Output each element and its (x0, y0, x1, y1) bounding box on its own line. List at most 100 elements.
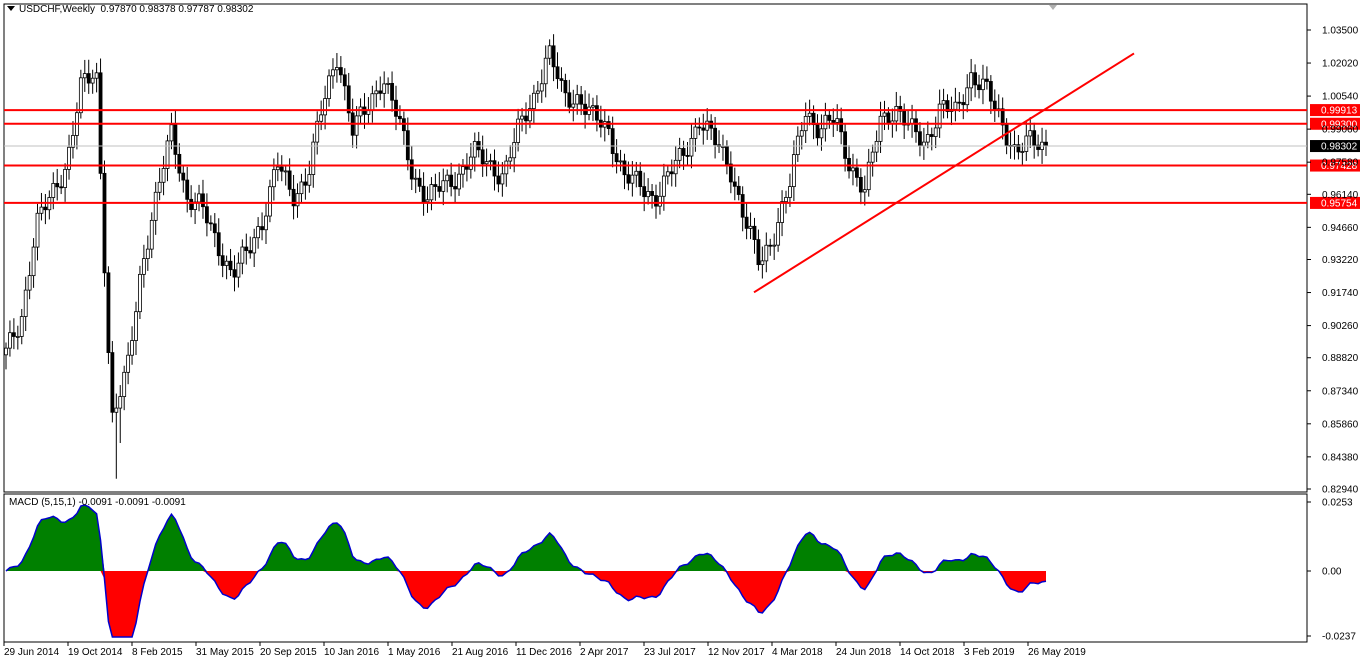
price-axis: 1.03500 1.02020 1.00540 0.99060 0.97580 0.961… (1307, 26, 1359, 496)
candle-body (831, 120, 836, 123)
support-trendline[interactable] (753, 52, 1135, 294)
candle-body (1028, 130, 1033, 137)
price-tick-label: 0.90260 (1322, 321, 1359, 332)
candle-body (260, 226, 264, 231)
candle-body (839, 118, 844, 133)
candle-body (579, 94, 584, 105)
candle-body (141, 258, 146, 275)
price-tick-label: 0.96140 (1322, 190, 1359, 201)
trendline-group (753, 52, 1135, 294)
chart-header: USDCHF,Weekly 0.97870 0.98378 0.97787 0.… (7, 4, 253, 15)
candle-body (780, 201, 784, 223)
candle-body (902, 110, 907, 126)
candle-body (669, 171, 674, 175)
candle-body (161, 168, 166, 183)
candle-body (271, 169, 276, 188)
candle-body (937, 103, 942, 129)
candle-body (232, 269, 237, 278)
candle-body (299, 181, 304, 195)
price-panel[interactable] (3, 3, 1308, 493)
candle-body (985, 78, 989, 82)
price-tick-label: 0.85860 (1322, 419, 1359, 430)
candle-body (67, 146, 71, 170)
candle-body (122, 371, 127, 397)
candle-body (480, 149, 485, 165)
candle-body (441, 180, 446, 192)
candle-body (86, 73, 91, 84)
candle-body (799, 130, 804, 137)
candle-body (665, 171, 670, 177)
price-tick-label: 0.82940 (1322, 485, 1359, 496)
candle-body (740, 194, 745, 218)
price-tick-label: 0.87340 (1322, 386, 1359, 397)
macd-panel[interactable] (3, 493, 1308, 643)
candle-body (275, 166, 280, 171)
candle-body (134, 311, 138, 341)
candle-body (630, 174, 635, 184)
chart-shift-marker-icon[interactable] (1049, 5, 1057, 10)
price-tick-label: 0.88820 (1322, 353, 1359, 364)
candle-body (551, 45, 556, 68)
candle-body (35, 212, 40, 248)
candle-body (650, 191, 654, 196)
candle-body (130, 340, 134, 356)
level-price-badge (1310, 117, 1360, 130)
candle-body (457, 173, 461, 190)
candle-body (677, 148, 682, 161)
candle-body (728, 163, 733, 183)
candle-body (626, 174, 631, 184)
candle-body (772, 244, 777, 247)
candle-body (725, 146, 729, 165)
candle-body (378, 90, 383, 94)
candle-body (760, 260, 765, 266)
candle-body (15, 336, 20, 338)
candle-body (697, 126, 702, 129)
candle-body (4, 347, 8, 356)
candle-body (437, 186, 442, 192)
candle-body (795, 135, 800, 156)
candle-body (571, 103, 576, 108)
candle-body (71, 135, 75, 148)
candle-body (732, 181, 737, 187)
candle-body (291, 188, 296, 207)
macd-tick-label: 0.0253 (1322, 498, 1353, 509)
candle-body (228, 260, 233, 271)
candle-body (405, 130, 410, 161)
dropdown-triangle-icon[interactable] (7, 6, 15, 11)
candle-body (205, 206, 209, 224)
candle-body (19, 316, 24, 337)
candle-body (327, 75, 331, 99)
candle-body (858, 176, 863, 193)
candle-body (496, 175, 501, 185)
candle-body (610, 128, 615, 154)
candle-body (575, 94, 580, 105)
candle-body (303, 181, 308, 186)
time-tick-label: 12 Nov 2017 (708, 647, 765, 658)
candle-body (335, 67, 339, 71)
candle-body (969, 72, 974, 89)
candle-body (504, 160, 509, 175)
candle-body (713, 127, 717, 146)
candle-body (898, 105, 903, 112)
candle-body (421, 185, 426, 203)
candle-body (528, 108, 532, 122)
candle-body (181, 172, 186, 181)
candle-body (236, 262, 241, 278)
candle-body (933, 127, 938, 137)
candle-body (212, 223, 217, 234)
macd-negative-area (6, 571, 1046, 637)
candle-body (370, 93, 375, 112)
candle-body (283, 170, 288, 173)
candle-body (535, 90, 540, 94)
price-tick-label: 0.93220 (1322, 255, 1359, 266)
candle-body (595, 105, 599, 121)
price-tick-label: 0.99060 (1322, 125, 1359, 136)
candle-body (331, 69, 335, 77)
candle-body (973, 72, 977, 86)
price-tick-label: 0.94660 (1322, 223, 1359, 234)
time-tick-label: 19 Oct 2014 (68, 647, 123, 658)
candle-body (1036, 144, 1041, 150)
candle-body (417, 177, 422, 187)
ohlc-values: 0.97870 0.98378 0.97787 0.98302 (100, 4, 254, 15)
